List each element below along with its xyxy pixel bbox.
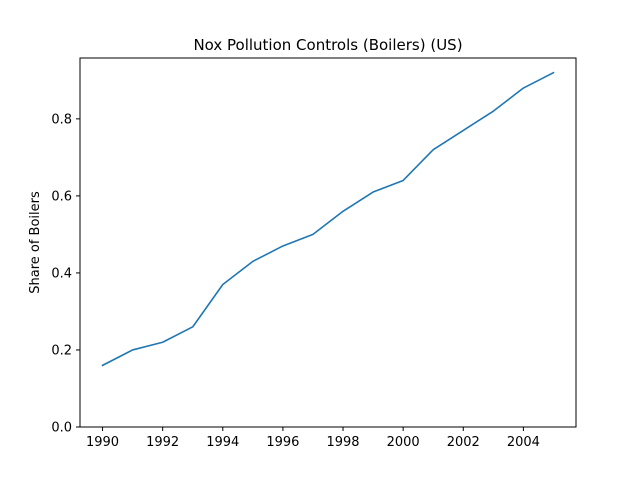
x-tick-label: 1994 — [206, 435, 239, 450]
series-line — [101, 71, 555, 367]
x-tick-label: 2002 — [447, 435, 480, 450]
x-tick-label: 2004 — [507, 435, 540, 450]
y-tick-label: 0.4 — [51, 266, 72, 281]
y-tick-label: 0.8 — [51, 112, 72, 127]
chart-title: Nox Pollution Controls (Boilers) (US) — [193, 36, 462, 54]
y-tick-label: 0.0 — [51, 421, 72, 436]
x-tick-label: 1990 — [86, 435, 119, 450]
y-tick-label: 0.6 — [51, 189, 72, 204]
series-layer — [101, 71, 555, 367]
y-tick-label: 0.2 — [51, 343, 72, 358]
x-tick-label: 1998 — [326, 435, 359, 450]
y-axis-label: Share of Boilers — [28, 191, 43, 294]
x-axis-ticks: 1990 1992 1994 1996 1998 2000 2002 2004 — [86, 427, 540, 450]
x-tick-label: 1992 — [146, 435, 179, 450]
x-tick-label: 1996 — [266, 435, 299, 450]
x-tick-label: 2000 — [387, 435, 420, 450]
y-axis-ticks: 0.0 0.2 0.4 0.6 0.8 — [51, 112, 80, 436]
plot-area-frame — [79, 57, 577, 428]
